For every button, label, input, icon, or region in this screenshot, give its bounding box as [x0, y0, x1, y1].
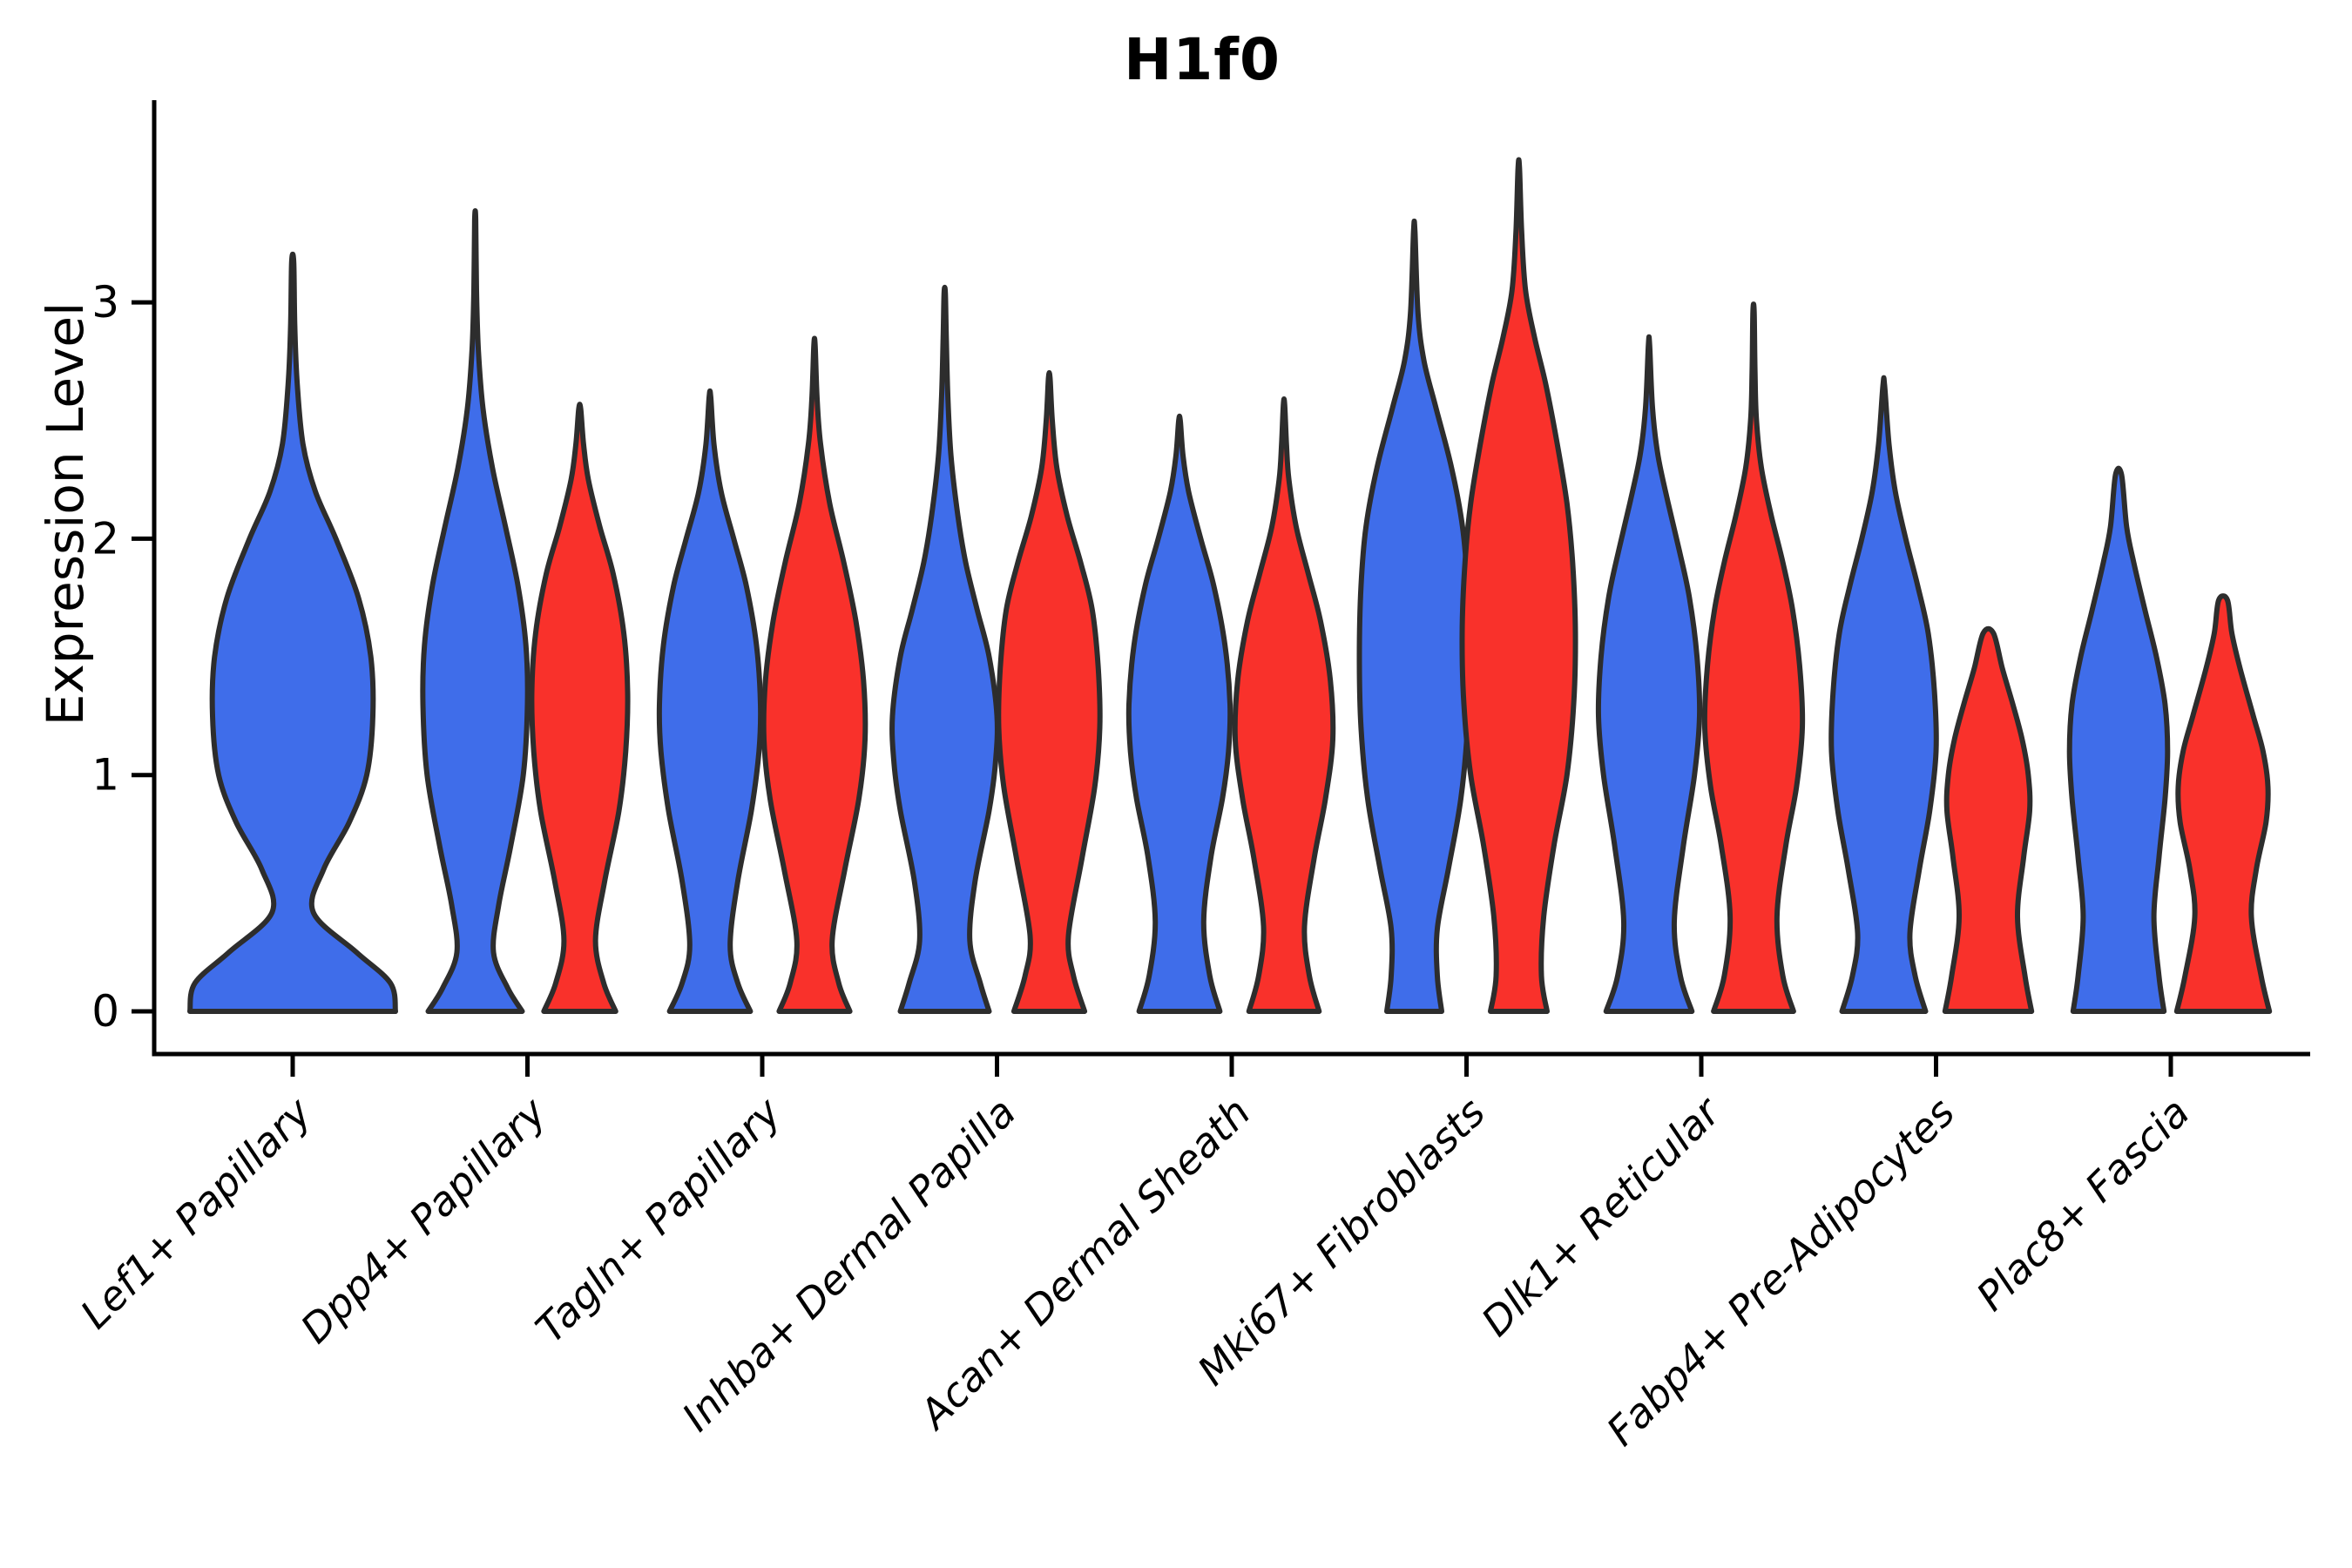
- violin-red-tagln: [760, 335, 868, 1014]
- x-tick-label: Dlk1+ Reticular: [1472, 1086, 1731, 1345]
- y-tick-label: 1: [91, 750, 119, 801]
- y-tick-label: 2: [91, 513, 119, 564]
- violin-blue-lef1: [187, 251, 398, 1014]
- violin-red-dpp4: [529, 402, 631, 1014]
- violin-red-fabp4: [1942, 625, 2035, 1014]
- violin-blue-dpp4: [420, 207, 531, 1014]
- violin-red-mki67: [1459, 157, 1578, 1014]
- x-tick-label: Dpp4+ Papillary: [292, 1088, 556, 1352]
- violin-blue-acan: [1125, 413, 1233, 1014]
- violin-red-inhba: [996, 369, 1103, 1014]
- violin-blue-plac8: [2066, 465, 2171, 1014]
- x-tick-label: Tagln+ Papillary: [526, 1088, 790, 1352]
- y-tick-label: 0: [91, 986, 119, 1037]
- violin-blue-dlk1: [1595, 334, 1703, 1014]
- violin-red-plac8: [2173, 593, 2273, 1014]
- violin-red-acan: [1232, 396, 1336, 1014]
- violin-blue-mki67: [1356, 218, 1472, 1014]
- violin-blue-fabp4: [1828, 375, 1939, 1014]
- chart-title: H1f0: [1124, 26, 1281, 93]
- violin-red-dlk1: [1701, 301, 1806, 1014]
- x-tick-label: Plac8+ Fascia: [1967, 1089, 2198, 1320]
- violin-blue-inhba: [889, 284, 1000, 1014]
- y-tick-label: 3: [91, 277, 119, 328]
- violin-blue-tagln: [656, 388, 764, 1014]
- x-tick-label: Lef1+ Papillary: [71, 1088, 321, 1337]
